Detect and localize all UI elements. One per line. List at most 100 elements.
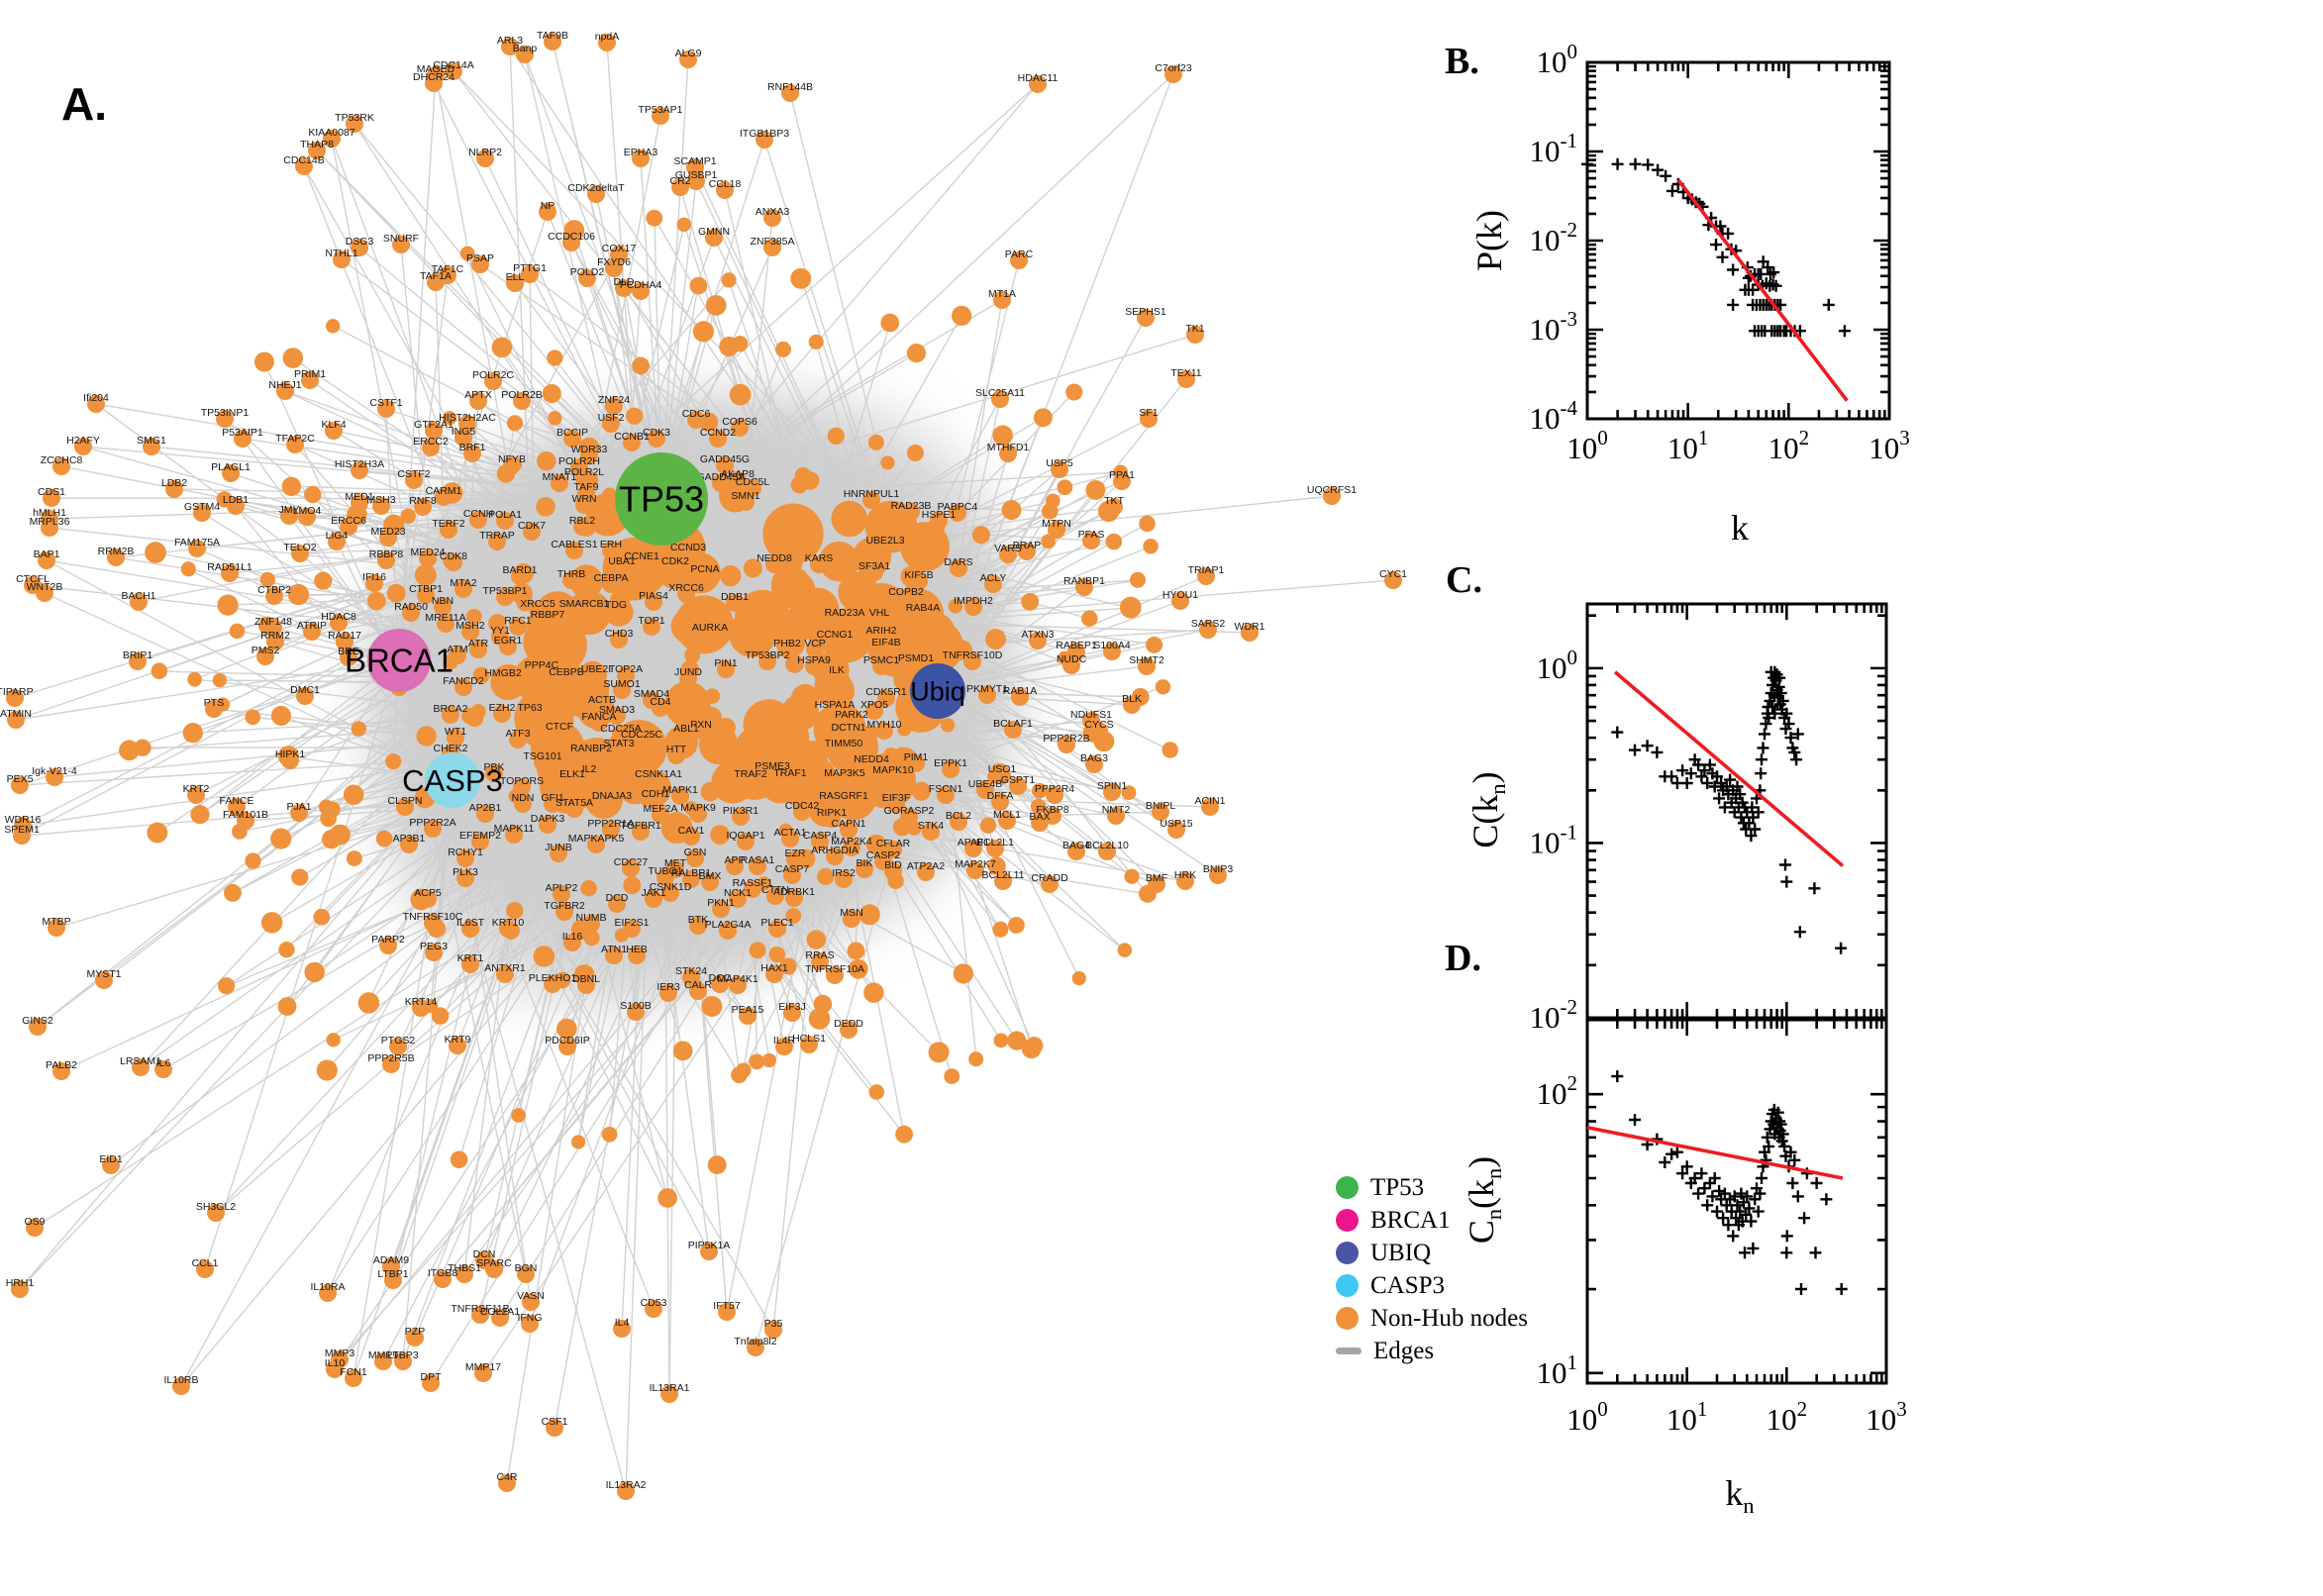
node-label: npdA: [595, 31, 620, 43]
svg-text:102: 102: [1767, 1397, 1808, 1437]
network-node: [1121, 785, 1137, 800]
network-node: [470, 704, 486, 720]
network-node: [1008, 917, 1025, 934]
node-label: COX17: [602, 243, 637, 254]
network-node: [541, 727, 579, 765]
node-label: RIPK1: [817, 807, 848, 819]
network-node: [716, 456, 734, 474]
network-node: [281, 751, 299, 769]
svg-text:10-1: 10-1: [1530, 129, 1578, 168]
node-label: PLEKHO1: [529, 972, 577, 984]
node-label: KLF4: [321, 419, 346, 431]
network-node: [287, 583, 310, 606]
axis-ticks: [1585, 60, 1891, 421]
network-node: [52, 457, 70, 475]
network-node: [1105, 533, 1123, 550]
network-node: [692, 722, 710, 740]
network-node: [491, 1309, 509, 1327]
network-node: [442, 706, 459, 724]
network-node: [36, 584, 53, 602]
node-label: RNF144B: [767, 81, 813, 93]
node-label: TKT: [1104, 495, 1124, 507]
ubiq-dot-icon: [1336, 1242, 1359, 1264]
node-label: AP2B1: [469, 802, 502, 814]
network-node: [145, 542, 166, 563]
node-label: POLR2L: [564, 466, 604, 478]
node-label: PSME3: [755, 760, 790, 772]
node-label: BCL2L1: [976, 837, 1014, 848]
node-label: IL13RA1: [650, 1382, 690, 1394]
legend-item-casp3: CASP3: [1336, 1269, 1528, 1302]
node-label: GADD45A: [696, 471, 745, 483]
network-node: [835, 741, 853, 758]
node-label: FSCN1: [929, 783, 963, 795]
svg-text:100: 100: [1537, 646, 1578, 685]
node-label: NUMB: [576, 912, 607, 924]
network-node: [580, 573, 602, 595]
network-node: [610, 631, 628, 648]
network-node: [888, 620, 908, 641]
network-node: [607, 602, 625, 620]
node-label: PKMYT1: [966, 683, 1008, 695]
network-node: [1046, 786, 1063, 804]
node-label: ELK1: [559, 768, 585, 780]
network-node: [632, 282, 650, 300]
network-node: [11, 1280, 29, 1298]
network-node: [986, 840, 1004, 857]
node-label: BMX: [699, 870, 722, 882]
node-label: CD53: [641, 1297, 667, 1309]
network-node: [222, 464, 240, 482]
network-node: [922, 823, 940, 841]
node-label: PSMC1: [863, 654, 899, 666]
network-node: [729, 471, 747, 489]
network-node: [325, 422, 343, 440]
network-node: [806, 641, 824, 658]
node-label: MED1: [345, 491, 373, 503]
node-label: ACLY: [980, 572, 1007, 584]
network-node: [455, 1265, 473, 1283]
network-node: [514, 795, 532, 813]
node-label: COL2A1: [480, 1306, 520, 1318]
node-label: MAPK9: [680, 802, 716, 814]
node-label: XPO5: [860, 699, 888, 711]
node-label: CFLAR: [876, 838, 911, 849]
node-label: APLP2: [546, 882, 578, 894]
node-label: BCCIP: [556, 427, 588, 439]
network-node: [442, 411, 457, 426]
node-label: HRH1: [6, 1277, 35, 1289]
node-label: TIPARP: [0, 686, 34, 698]
network-node: [445, 553, 462, 571]
node-label: POLD2: [570, 266, 605, 278]
node-label: CARM1: [426, 485, 462, 497]
network-node: [414, 498, 432, 516]
network-node: [282, 348, 304, 368]
network-node: [858, 904, 880, 926]
network-node: [608, 707, 626, 725]
node-label: ING5: [452, 426, 476, 438]
network-node: [522, 1293, 540, 1311]
network-node: [793, 803, 811, 821]
node-label: POLR2H: [558, 455, 600, 467]
node-label: DNAJA3: [592, 790, 632, 802]
network-node: [265, 587, 283, 605]
hub-node-ubiq: [910, 663, 965, 719]
node-label: RAD17: [328, 630, 361, 642]
network-node: [783, 513, 800, 531]
node-label: EZR: [785, 848, 806, 859]
network-node: [581, 779, 597, 796]
tp53-dot-icon: [1336, 1176, 1359, 1199]
network-node: [534, 753, 552, 771]
network-node: [610, 246, 628, 263]
node-label: NEDD4: [854, 753, 889, 765]
network-node: [205, 700, 223, 718]
node-label: SHMT2: [1129, 654, 1164, 666]
node-label: TGFBR2: [544, 900, 585, 912]
node-label: PJA1: [286, 801, 311, 813]
network-node: [147, 822, 168, 844]
network-node: [603, 793, 621, 811]
node-label: DARS: [944, 556, 972, 568]
node-label: JAK1: [641, 887, 665, 899]
node-label: EFEMP2: [459, 830, 501, 842]
network-node: [52, 1062, 70, 1080]
network-node: [840, 1021, 858, 1039]
